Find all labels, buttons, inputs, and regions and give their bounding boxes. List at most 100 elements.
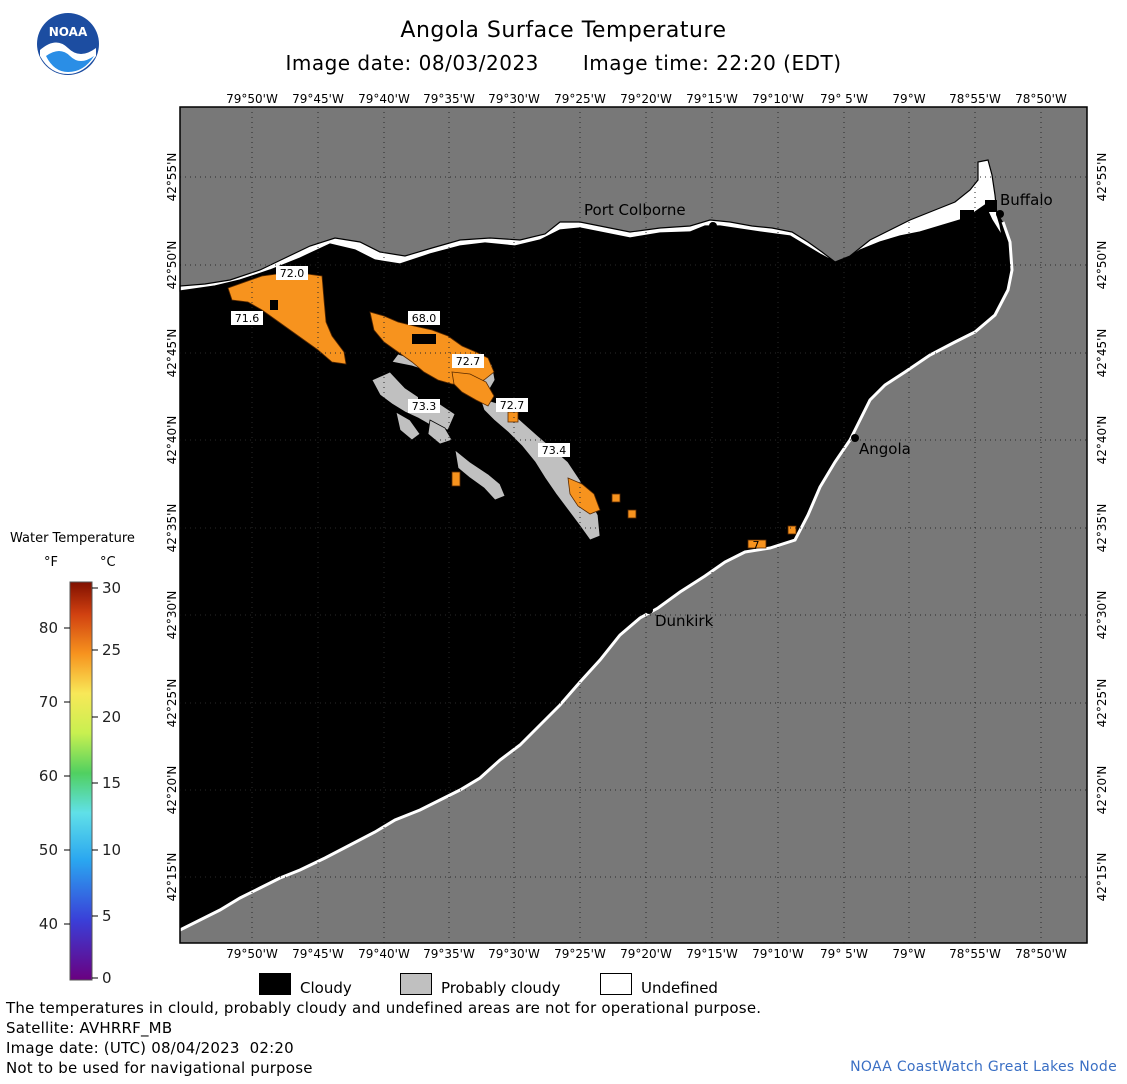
cloudy-key-label: Cloudy — [300, 979, 352, 997]
lon-label-top: 79°W — [892, 92, 925, 106]
scale-label-c: 20 — [102, 708, 122, 726]
map-grid — [180, 107, 1087, 943]
noaa-logo-icon: NOAA — [37, 13, 99, 75]
temp-label: 71.6 — [231, 311, 263, 325]
lon-label-top: 79°25'W — [554, 92, 606, 106]
lon-label-bottom: 79°40'W — [358, 947, 410, 961]
lon-label-top: 79°50'W — [226, 92, 278, 106]
lon-label-top: 78°55'W — [949, 92, 1001, 106]
temp-label: 68.0 — [408, 311, 440, 325]
temp-label: 72.0 — [276, 266, 308, 280]
scale-label-f: 80 — [38, 619, 58, 637]
lat-label-right: 42°15'N — [1095, 853, 1109, 902]
utc-date-text: Image date: (UTC) 08/04/2023 02:20 — [6, 1039, 294, 1057]
lon-label-bottom: 79°30'W — [488, 947, 540, 961]
cloudy-key-swatch — [259, 973, 291, 995]
lon-label-bottom: 79°10'W — [752, 947, 804, 961]
temp-label: 72.7 — [452, 354, 484, 368]
lat-label-right: 42°45'N — [1095, 329, 1109, 378]
lon-label-bottom: 78°50'W — [1015, 947, 1067, 961]
warm-water-area — [227, 271, 797, 549]
probably-cloudy-key-swatch — [400, 973, 432, 995]
undefined-key-swatch — [600, 973, 632, 995]
svg-text:73.3: 73.3 — [412, 400, 437, 413]
temp-label: 73.4 — [538, 443, 570, 457]
lat-label-right: 42°35'N — [1095, 504, 1109, 553]
lon-label-bottom: 79°20'W — [620, 947, 672, 961]
lon-label-bottom: 78°55'W — [949, 947, 1001, 961]
map-frame — [179, 106, 1088, 944]
svg-text:72.0: 72.0 — [280, 267, 305, 280]
scale-label-c: 0 — [102, 969, 112, 987]
undefined-key-label: Undefined — [641, 979, 718, 997]
scale-label-f: 50 — [38, 841, 58, 859]
lat-label-left: 42°45'N — [165, 329, 179, 378]
city-label-buffalo: Buffalo — [1000, 191, 1053, 209]
temp-label: 72.7 — [496, 398, 528, 412]
image-time: Image time: 22:20 (EDT) — [582, 51, 842, 75]
lon-label-top: 79°15'W — [686, 92, 738, 106]
svg-text:7: 7 — [753, 539, 760, 552]
lon-label-top: 79°45'W — [292, 92, 344, 106]
lon-label-bottom: 79°45'W — [292, 947, 344, 961]
scale-label-f: 70 — [38, 693, 58, 711]
scale-ticks — [64, 587, 98, 979]
navigation-warning: Not to be used for navigational purpose — [6, 1059, 313, 1077]
svg-text:68.0: 68.0 — [412, 312, 437, 325]
scale-label-f: 60 — [38, 767, 58, 785]
lat-label-right: 42°25'N — [1095, 679, 1109, 728]
svg-text:72.7: 72.7 — [456, 355, 481, 368]
scale-label-f: 40 — [38, 915, 58, 933]
probably-cloudy-key-label: Probably cloudy — [441, 979, 561, 997]
scale-label-c: 15 — [102, 774, 122, 792]
svg-text:72.7: 72.7 — [500, 399, 525, 412]
lat-label-left: 42°55'N — [165, 153, 179, 202]
map-subtitle: Image date: 08/03/2023 Image time: 22:20 … — [0, 51, 1127, 75]
lon-label-top: 78°50'W — [1015, 92, 1067, 106]
disclaimer-text: The temperatures in clould, probably clo… — [6, 999, 762, 1017]
lat-label-left: 42°20'N — [165, 766, 179, 815]
city-markers — [645, 210, 1004, 614]
lat-label-left: 42°25'N — [165, 679, 179, 728]
scale-label-c: 30 — [102, 579, 122, 597]
lon-label-bottom: 79°50'W — [226, 947, 278, 961]
lon-label-top: 79°40'W — [358, 92, 410, 106]
lat-label-right: 42°55'N — [1095, 153, 1109, 202]
temp-label: 73.3 — [408, 399, 440, 413]
legend-unit-fahrenheit: °F — [44, 555, 58, 570]
lat-label-left: 42°35'N — [165, 504, 179, 553]
lat-label-right: 42°40'N — [1095, 416, 1109, 465]
undefined-area-north — [179, 159, 1003, 292]
lon-label-top: 79°30'W — [488, 92, 540, 106]
city-label-port-colborne: Port Colborne — [584, 201, 686, 219]
cloud-specks — [270, 200, 997, 402]
scale-label-c: 10 — [102, 841, 122, 859]
temp-label: 7 — [753, 539, 760, 552]
city-label-dunkirk: Dunkirk — [655, 612, 714, 630]
svg-text:73.4: 73.4 — [542, 444, 567, 457]
lat-label-left: 42°30'N — [165, 591, 179, 640]
image-date: Image date: 08/03/2023 — [285, 51, 539, 75]
svg-text:NOAA: NOAA — [49, 25, 88, 39]
lon-label-top: 79°20'W — [620, 92, 672, 106]
lat-label-left: 42°15'N — [165, 853, 179, 902]
lon-label-top: 79°10'W — [752, 92, 804, 106]
legend-unit-celsius: °C — [100, 555, 116, 570]
lon-label-bottom: 79°15'W — [686, 947, 738, 961]
lon-label-bottom: 79°35'W — [423, 947, 475, 961]
lon-label-top: 79°35'W — [423, 92, 475, 106]
svg-text:71.6: 71.6 — [235, 312, 260, 325]
lon-label-bottom: 79°W — [892, 947, 925, 961]
city-label-angola: Angola — [859, 440, 911, 458]
credit-link[interactable]: NOAA CoastWatch Great Lakes Node — [850, 1059, 1117, 1075]
lake-erie-cloud-cover — [180, 180, 1012, 930]
map-title: Angola Surface Temperature — [400, 18, 727, 43]
lat-label-right: 42°30'N — [1095, 591, 1109, 640]
lat-label-left: 42°50'N — [165, 241, 179, 290]
lat-label-right: 42°50'N — [1095, 241, 1109, 290]
scale-label-c: 5 — [102, 907, 112, 925]
lat-label-right: 42°20'N — [1095, 766, 1109, 815]
satellite-text: Satellite: AVHRRF_MB — [6, 1019, 173, 1037]
lon-label-top: 79° 5'W — [820, 92, 868, 106]
